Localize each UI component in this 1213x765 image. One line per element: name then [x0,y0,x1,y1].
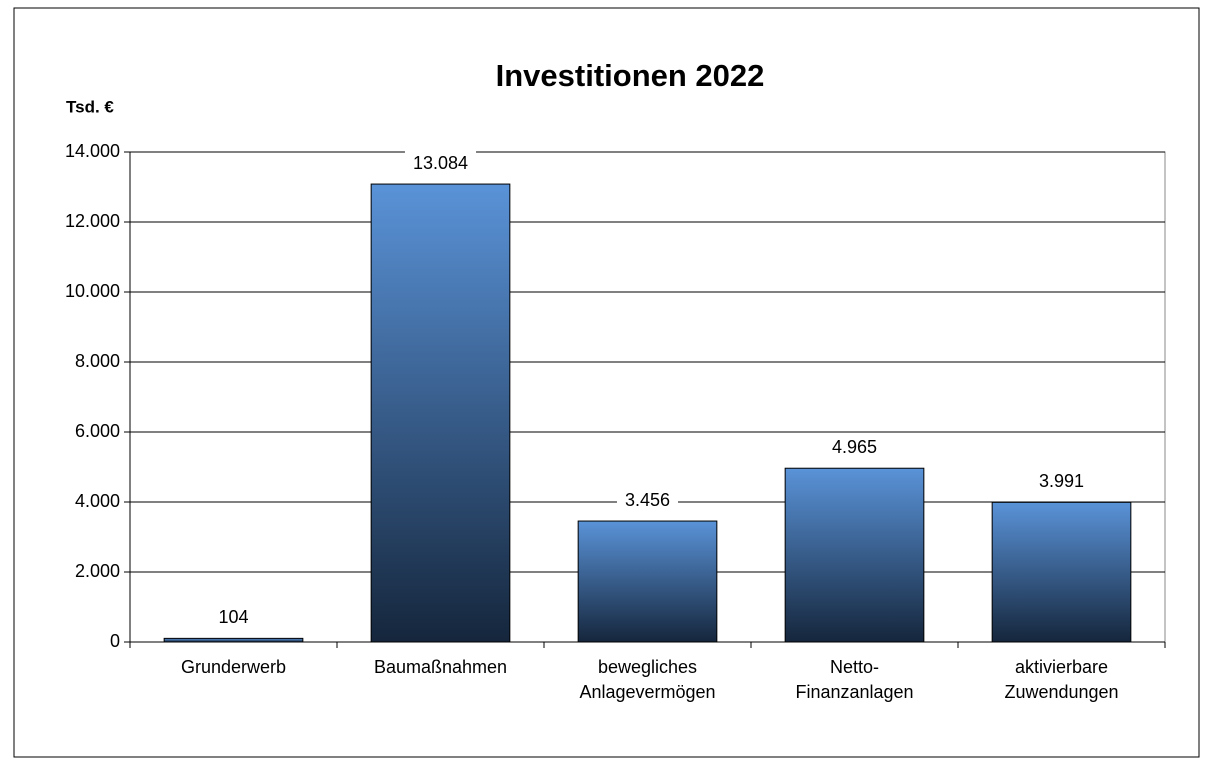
x-tick-label: Netto-Finanzanlagen [795,657,913,702]
y-tick-label: 8.000 [75,351,120,371]
value-label-bg [616,488,679,515]
bar [991,501,1132,643]
value-label: 3.991 [1039,471,1084,491]
value-label: 104 [218,607,248,627]
value-label-bg [404,151,477,178]
y-tick-label: 10.000 [65,281,120,301]
y-tick-label: 0 [110,631,120,651]
value-label-bg [1030,469,1093,496]
value-label-bg [210,605,257,632]
x-tick-label: Grunderwerb [181,657,286,677]
value-label: 3.456 [625,490,670,510]
y-tick-label: 12.000 [65,211,120,231]
value-label-bg [823,435,886,462]
y-axis-label: Tsd. € [66,97,114,116]
bar [784,467,925,643]
value-label: 13.084 [413,153,468,173]
x-tick-label: Baumaßnahmen [374,657,507,677]
bar [370,183,511,643]
x-tick-label: bewegliches Anlagevermögen [579,657,715,702]
y-tick-label: 6.000 [75,421,120,441]
y-tick-label: 14.000 [65,141,120,161]
y-tick-label: 4.000 [75,491,120,511]
y-tick-label: 2.000 [75,561,120,581]
bar [163,637,304,643]
x-tick-label: aktivierbare Zuwendungen [1004,657,1118,702]
chart-title: Investitionen 2022 [496,58,765,93]
chart-frame [13,7,1200,758]
value-label: 4.965 [832,437,877,457]
bar [577,520,718,643]
